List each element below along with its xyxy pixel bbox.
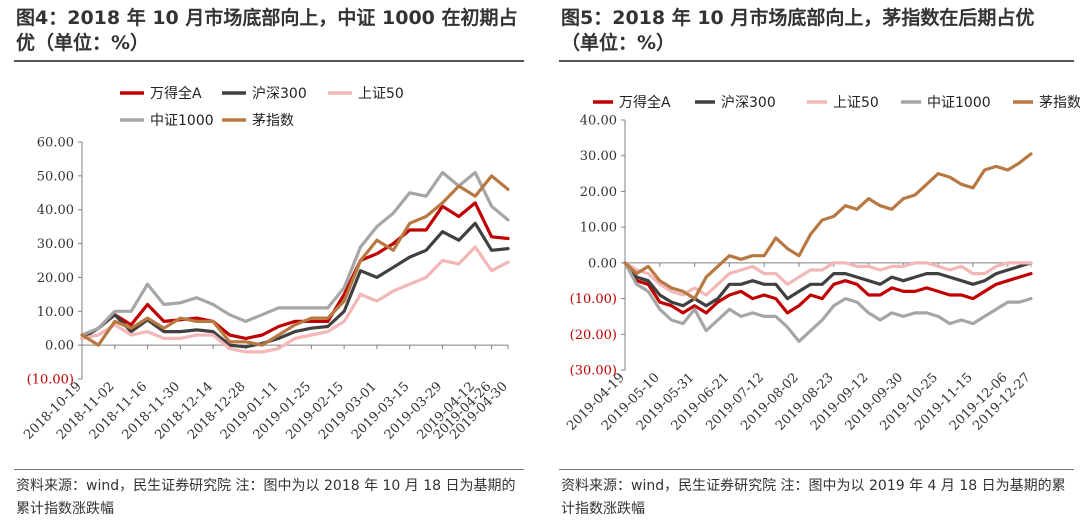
legend-label-2: 沪深300	[252, 86, 307, 102]
legend-label-5: 茅指数	[252, 113, 294, 129]
y-tick-label: 40.00	[580, 114, 617, 129]
legend-label-4: 中证1000	[927, 95, 991, 111]
series-line-5	[623, 152, 1033, 301]
y-tick-label: (30.00)	[570, 364, 617, 379]
y-tick-label: 10.00	[580, 221, 617, 236]
right-line-chart: 40.00 30.00 20.00 10.00 0.00 (10.00) (20.00) (3…	[564, 94, 1080, 434]
series-line-4	[623, 261, 1033, 343]
y-tick-label: (10.00)	[570, 292, 617, 307]
legend-label-5: 茅指数	[1039, 95, 1080, 111]
series-line-1	[623, 261, 1033, 315]
legend-label-2: 沪深300	[721, 95, 776, 111]
right-figure-title: 图5：2018 年 10 月市场底部向上，茅指数在后期占优（单位：%）	[561, 7, 1035, 54]
y-tick-label: 50.00	[37, 169, 74, 184]
series-line-2	[623, 261, 1033, 308]
series-line-3	[623, 261, 1033, 297]
right-source-note: 资料来源：wind，民生证券研究院 注：图中为以 2019 年 4 月 18 日…	[561, 478, 1066, 517]
left-figure-panel: 图4：2018 年 10 月市场底部向上，中证 1000 在初期占优（单位：%）…	[0, 0, 530, 527]
y-tick-label: 0.00	[588, 256, 617, 271]
y-tick-label: 30.00	[580, 149, 617, 164]
legend-label-1: 万得全A	[150, 85, 202, 102]
left-figure-title: 图4：2018 年 10 月市场底部向上，中证 1000 在初期占优（单位：%）	[16, 7, 518, 54]
right-title-divider	[559, 60, 1074, 62]
legend-label-4: 中证1000	[150, 113, 214, 129]
y-tick-label: 20.00	[37, 271, 74, 286]
y-tick-label: (20.00)	[570, 328, 617, 343]
y-tick-label: 20.00	[580, 185, 617, 200]
series-line-1	[80, 201, 510, 340]
legend-label-3: 上证50	[833, 95, 879, 111]
y-tick-label: 0.00	[45, 339, 74, 354]
legend-label-1: 万得全A	[619, 94, 671, 111]
y-tick-label: 30.00	[37, 237, 74, 252]
y-tick-label: (10.00)	[27, 373, 74, 388]
series-line-2	[80, 221, 510, 349]
left-source-note: 资料来源：wind，民生证券研究院 注：图中为以 2018 年 10 月 18 …	[16, 478, 516, 517]
series-line-5	[80, 174, 510, 347]
y-tick-label: 10.00	[37, 305, 74, 320]
right-source-divider	[559, 469, 1074, 470]
right-figure-panel: 图5：2018 年 10 月市场底部向上，茅指数在后期占优（单位：%） 40.0…	[545, 0, 1080, 527]
legend-label-3: 上证50	[358, 86, 404, 102]
left-source-divider	[14, 469, 524, 470]
series-line-4	[80, 170, 510, 337]
y-tick-label: 60.00	[37, 136, 74, 151]
series-line-3	[80, 245, 510, 354]
left-title-divider	[14, 60, 524, 62]
left-line-chart: 60.00 50.00 40.00 30.00 20.00 10.00 0.00 (10.00…	[21, 85, 511, 443]
y-tick-label: 40.00	[37, 203, 74, 218]
